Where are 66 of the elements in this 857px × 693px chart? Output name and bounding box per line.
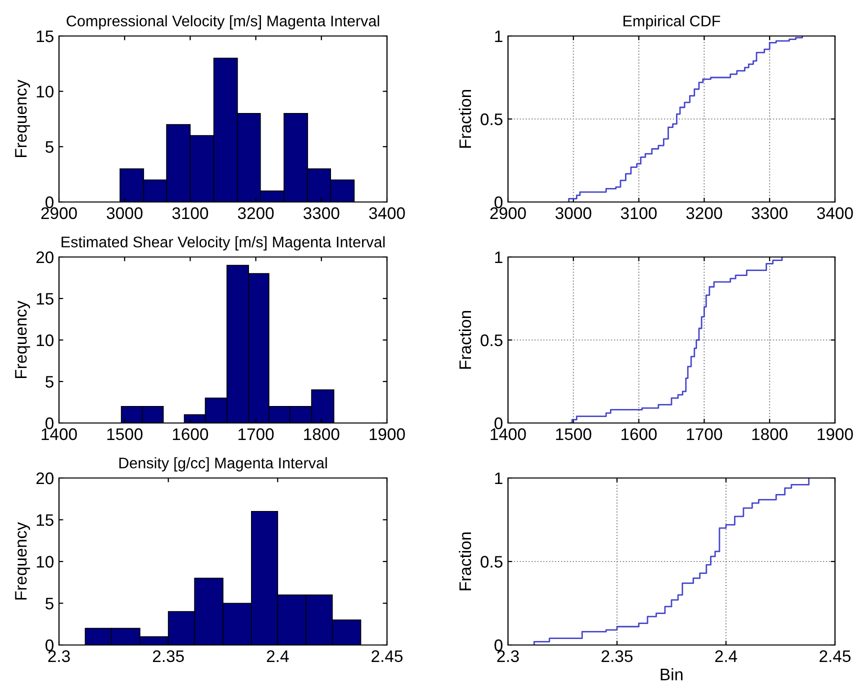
y-tick-label: 10 [36,556,54,568]
x-tick-label: 1600 [172,428,208,440]
y-tick-label: 0 [494,196,502,208]
chart-title: Empirical CDF [624,15,720,30]
x-tick-label: 2.4 [715,650,738,662]
y-tick-label: 20 [36,472,54,484]
x-tick-label: 3100 [620,207,657,220]
x-tick-label: 2900 [490,207,526,220]
x-tick-label: 1900 [818,428,853,440]
y-axis-title: Fraction [458,90,472,148]
x-tick-label: 1500 [107,428,142,440]
x-tick-label: 1900 [370,428,405,440]
x-tick-label: 1600 [622,428,657,440]
y-tick-label: 20 [36,251,54,264]
x-tick-label: 3100 [172,207,208,220]
x-tick-label: 1700 [238,428,274,440]
y-tick-label: 0 [494,417,502,430]
x-tick-label: 2.4 [266,650,289,662]
x-tick-label: 2.3 [48,650,70,662]
y-tick-label: 1 [495,252,502,264]
y-tick-label: 5 [46,376,54,388]
x-tick-label: 2.3 [497,650,519,662]
y-tick-label: 15 [36,514,54,526]
y-tick-label: 0 [46,196,54,208]
y-axis-title: Frequency [15,80,30,157]
chart-title: Estimated Shear Velocity [m/s] Magenta Interval [62,236,385,250]
x-tick-label: 3000 [106,207,142,220]
chart-title: Density [g/cc] Magenta Interval [119,457,327,472]
x-tick-label: 1500 [556,428,592,440]
y-axis-title: Frequency [15,300,30,378]
y-tick-label: 1 [495,30,502,42]
x-axis-title: Bin [660,668,682,680]
y-tick-label: 15 [36,30,54,42]
x-tick-label: 3200 [238,207,274,220]
x-tick-label: 3200 [686,207,722,220]
y-tick-label: 5 [46,141,54,153]
y-tick-label: 0 [494,639,502,652]
x-tick-label: 3000 [556,207,592,220]
x-tick-label: 1400 [490,428,526,440]
x-tick-label: 3400 [369,207,405,220]
x-tick-label: 2.35 [602,650,633,662]
y-axis-title: Frequency [15,522,30,600]
x-tick-label: 2.45 [820,650,851,662]
x-tick-label: 3300 [304,207,340,220]
y-tick-label: 0 [46,417,54,430]
y-tick-label: 0.5 [480,113,502,126]
y-tick-label: 15 [36,293,54,305]
y-tick-label: 5 [46,598,54,610]
x-tick-label: 1700 [686,428,722,440]
y-axis-title: Fraction [458,532,472,590]
x-tick-label: 2.45 [372,650,403,662]
chart-title: Compressional Velocity [m/s] Magenta Interval [66,15,380,30]
x-tick-label: 3300 [752,207,788,220]
x-tick-label: 2900 [41,207,77,220]
y-axis-title: Fraction [458,310,472,369]
y-tick-label: 10 [36,86,54,98]
y-tick-label: 0 [46,639,54,652]
y-tick-label: 10 [36,334,54,346]
x-tick-label: 3400 [817,207,853,220]
x-tick-label: 1400 [42,428,77,440]
x-tick-label: 2.35 [152,650,184,662]
x-tick-label: 1800 [304,428,340,440]
y-tick-label: 1 [495,472,502,484]
x-tick-label: 1800 [752,428,788,440]
y-tick-label: 0.5 [480,556,502,568]
y-tick-label: 0.5 [480,334,502,346]
